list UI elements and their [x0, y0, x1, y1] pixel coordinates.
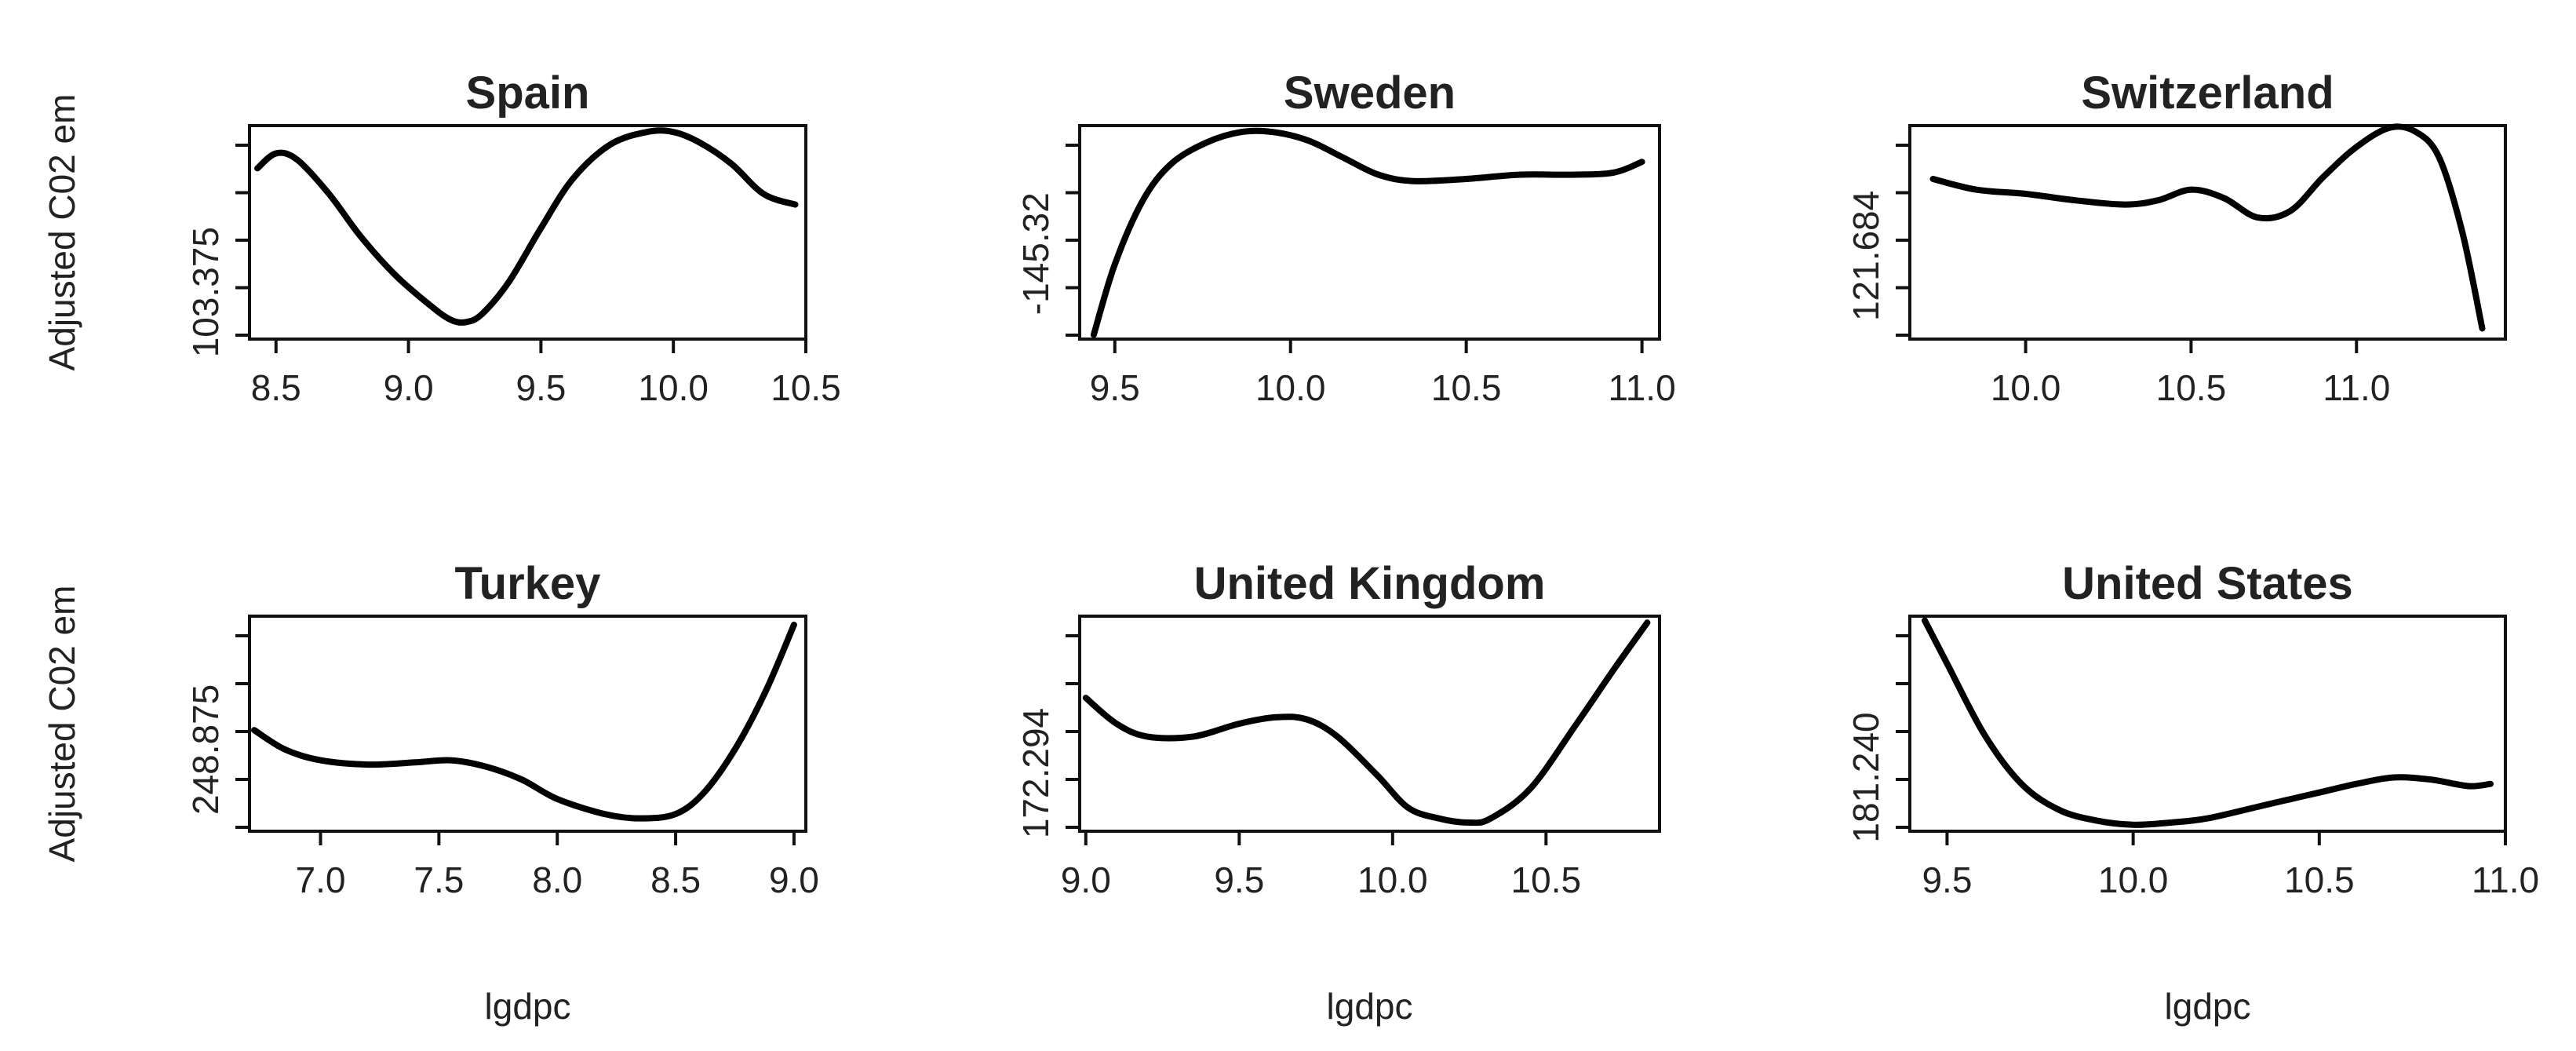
x-axis-label: lgdpc — [1327, 986, 1413, 1027]
y-tick-label: 121.684 — [1845, 191, 1886, 321]
x-tick-label: 10.0 — [1991, 367, 2061, 408]
x-tick-label: 9.5 — [1090, 367, 1140, 408]
series-line — [1922, 617, 2494, 828]
chart-panel: Sweden 9.5 10.0 10.5 11.0 -145.32 — [1015, 68, 1676, 408]
y-axis-label: Adjusted C02 em — [42, 586, 82, 863]
plot-frame — [1078, 124, 1661, 341]
plot-frame — [248, 124, 807, 341]
panel-title: United States — [2062, 558, 2353, 609]
chart-panel: Turkey 7.0 7.5 8.0 8.5 9.0 248.875 Adjusted C02… — [42, 558, 819, 1027]
x-tick-label: 8.5 — [650, 859, 701, 900]
x-axis-label: lgdpc — [485, 986, 571, 1027]
x-tick-label: 9.0 — [769, 859, 819, 900]
x-tick-label: 9.5 — [516, 367, 566, 408]
x-tick-label: 9.0 — [384, 367, 434, 408]
panel-title: Switzerland — [2081, 68, 2334, 119]
x-tick-label: 10.0 — [1255, 367, 1326, 408]
chart-panel: Switzerland 10.0 10.5 11.0 121.684 — [1845, 68, 2507, 408]
x-tick-label: 10.5 — [1511, 859, 1582, 900]
x-tick-label: 10.5 — [2156, 367, 2227, 408]
x-tick-label: 9.5 — [1922, 859, 1972, 900]
x-tick-label: 10.5 — [2284, 859, 2355, 900]
y-axis-label: Adjusted C02 em — [42, 94, 82, 371]
series-line — [251, 622, 797, 822]
x-tick-label: 8.0 — [532, 859, 582, 900]
y-tick-label: 103.375 — [185, 227, 226, 357]
chart-panel: United States 9.5 10.0 10.5 11.0 181.240 lgdpc — [1845, 558, 2539, 1027]
x-tick-label: 9.5 — [1214, 859, 1264, 900]
panel-title: Turkey — [455, 558, 601, 609]
y-tick-label: -145.32 — [1015, 192, 1056, 315]
x-tick-label: 11.0 — [2472, 859, 2539, 900]
panel-title: Spain — [466, 68, 590, 119]
x-tick-label: 10.5 — [1431, 367, 1502, 408]
y-tick-label: 172.294 — [1015, 708, 1056, 838]
chart-panel: United Kingdom 9.0 9.5 10.0 10.5 172.294 lgdpc — [1015, 558, 1661, 1027]
y-tick-label: 248.875 — [185, 684, 226, 815]
chart-panel: Spain 8.5 9.0 9.5 10.0 10.5 103.375 Adjusted C0… — [42, 68, 841, 408]
x-axis-label: lgdpc — [2165, 986, 2251, 1027]
x-tick-label: 7.5 — [414, 859, 464, 900]
panel-title: Sweden — [1284, 68, 1456, 119]
plot-frame — [1908, 124, 2507, 341]
series-line — [1929, 123, 2486, 332]
series-line — [1090, 127, 1645, 338]
series-line — [254, 127, 799, 326]
plot-frame — [1908, 615, 2507, 833]
x-tick-label: 10.0 — [638, 367, 709, 408]
x-tick-label: 10.0 — [2098, 859, 2169, 900]
x-tick-label: 8.5 — [251, 367, 301, 408]
x-tick-label: 11.0 — [2323, 367, 2390, 408]
x-tick-label: 10.5 — [771, 367, 841, 408]
panel-title: United Kingdom — [1194, 558, 1546, 609]
x-tick-label: 9.0 — [1061, 859, 1111, 900]
x-tick-label: 11.0 — [1609, 367, 1676, 408]
plot-frame — [248, 615, 807, 833]
plot-frame — [1078, 615, 1661, 833]
x-tick-label: 10.0 — [1357, 859, 1428, 900]
x-tick-label: 7.0 — [296, 859, 346, 900]
series-line — [1082, 619, 1651, 827]
y-tick-label: 181.240 — [1845, 712, 1886, 842]
